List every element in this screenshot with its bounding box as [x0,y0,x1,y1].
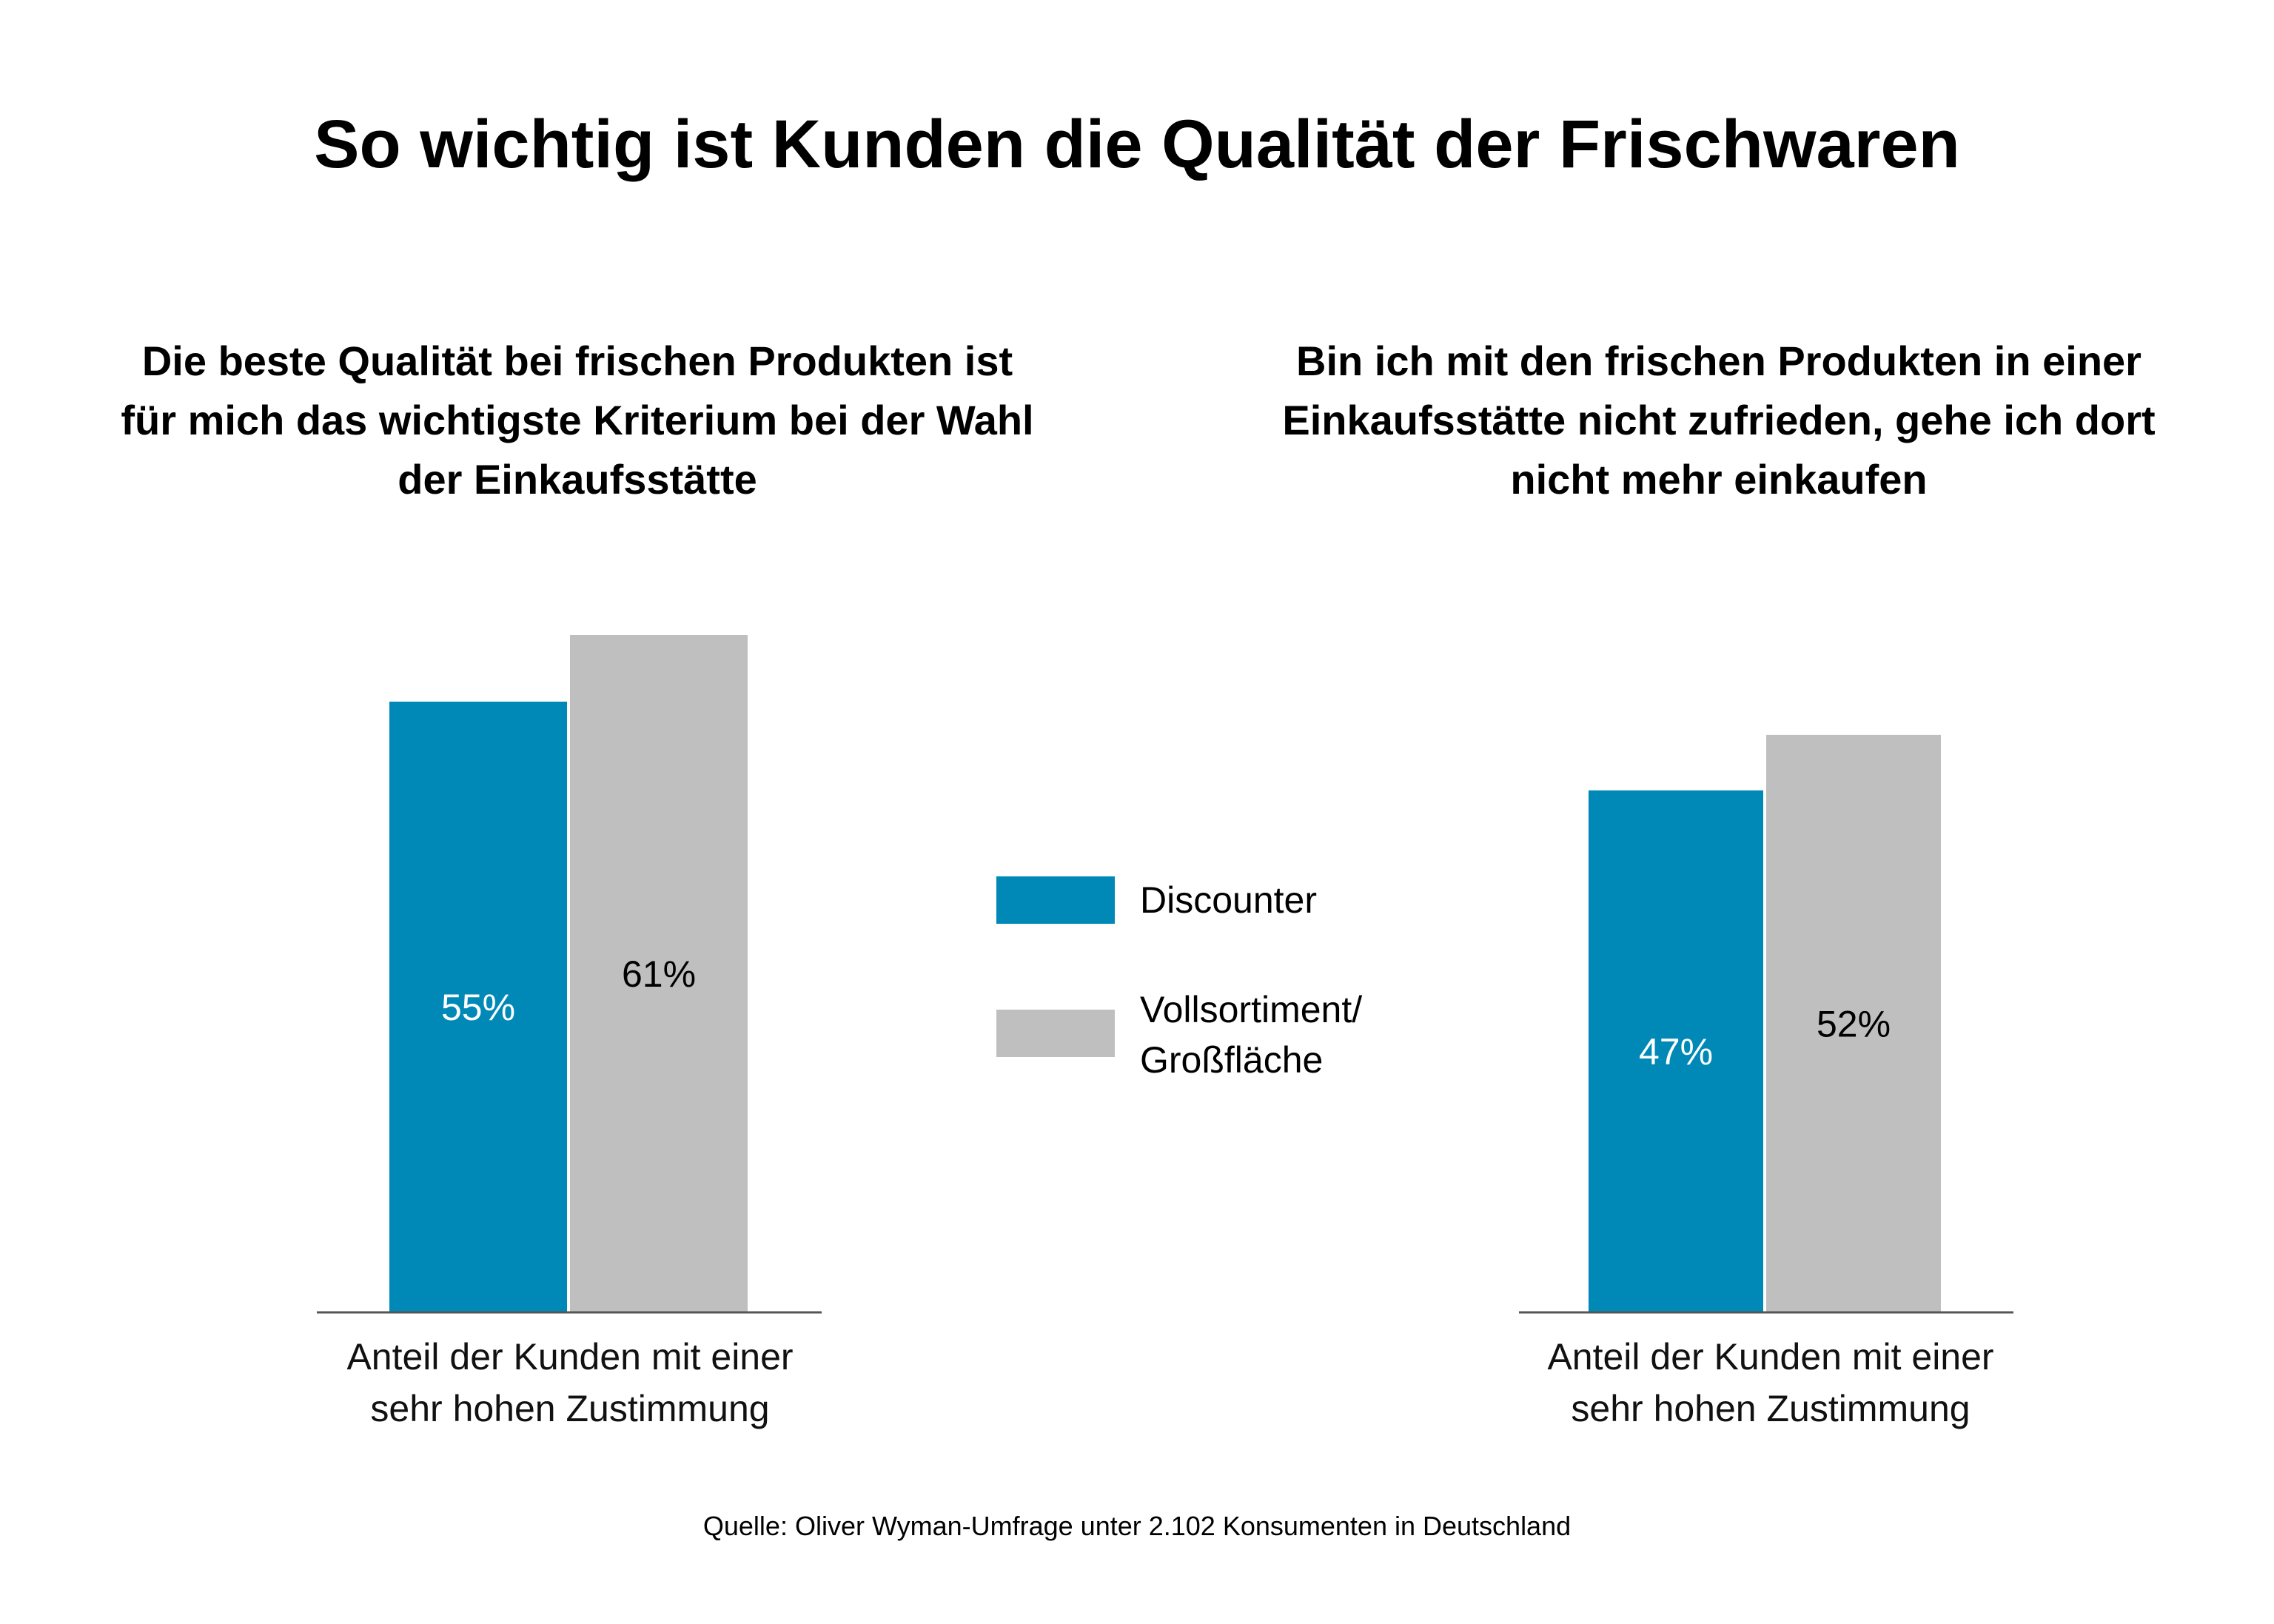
legend-label-vollsortiment: Vollsortiment/ Großfläche [1140,989,1363,1081]
data-label-vollsortiment-chart-2: 52% [1817,1003,1891,1044]
legend-label-discounter: Discounter [1140,879,1317,921]
data-label-discounter-chart-2: 47% [1639,1031,1713,1073]
source-note: Quelle: Oliver Wyman-Umfrage unter 2.102… [702,1511,1572,1541]
data-label-discounter-chart-1: 55% [441,987,515,1028]
chart-title-left: Die beste Qualität bei frischen Produkte… [121,338,1034,503]
legend-swatch-discounter [996,876,1115,924]
bar-vollsortiment-chart-1 [570,635,748,1312]
category-label-right: Anteil der Kunden mit einer sehr hohen Z… [1547,1336,1994,1429]
data-label-vollsortiment-chart-1: 61% [622,953,696,995]
bar-vollsortiment-chart-2 [1766,734,1941,1312]
bar-discounter-chart-2 [1589,790,1763,1312]
page-title: So wichtig ist Kunden die Qualität der F… [314,107,1960,182]
bar-discounter-chart-1 [389,701,567,1312]
category-label-left: Anteil der Kunden mit einer sehr hohen Z… [346,1336,794,1429]
legend-swatch-vollsortiment [996,1010,1115,1057]
chart-title-right: Bin ich mit den frischen Produkten in ei… [1282,338,2156,503]
